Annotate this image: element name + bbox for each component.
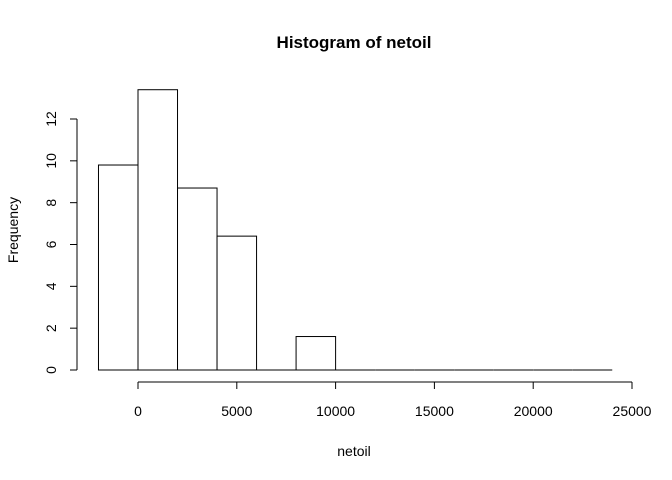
histogram-bar (137, 89, 179, 371)
x-tick-label: 0 (134, 403, 142, 419)
x-tick-label: 15000 (415, 403, 454, 419)
bars-group (97, 89, 613, 371)
y-tick-label: 4 (43, 282, 59, 290)
y-tick-label: 10 (43, 153, 59, 169)
x-tick-label: 20000 (514, 403, 553, 419)
y-tick-label: 6 (43, 240, 59, 248)
y-tick-label: 0 (43, 366, 59, 374)
histogram-bar (295, 336, 337, 371)
x-axis: 0 5000 10000 15000 20000 25000 (134, 381, 652, 419)
x-tick-label: 10000 (316, 403, 355, 419)
y-tick-label: 2 (43, 324, 59, 332)
y-tick-label: 8 (43, 199, 59, 207)
histogram-bar (97, 164, 139, 371)
x-tick-label: 25000 (613, 403, 652, 419)
y-axis: 0 2 4 6 8 10 12 (43, 111, 78, 374)
x-axis-label: netoil (337, 443, 370, 459)
chart-title: Histogram of netoil (277, 33, 432, 52)
x-tick-label: 5000 (221, 403, 252, 419)
histogram-bar (177, 187, 218, 371)
y-axis-label: Frequency (5, 197, 21, 263)
y-tick-label: 12 (43, 111, 59, 127)
histogram-bar (216, 235, 258, 371)
